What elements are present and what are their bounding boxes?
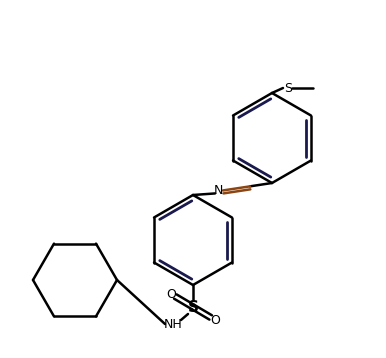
Text: O: O (166, 287, 176, 300)
Text: NH: NH (164, 319, 182, 332)
Text: S: S (188, 300, 198, 314)
Text: S: S (284, 82, 292, 95)
Text: O: O (210, 314, 220, 326)
Text: N: N (213, 184, 223, 197)
